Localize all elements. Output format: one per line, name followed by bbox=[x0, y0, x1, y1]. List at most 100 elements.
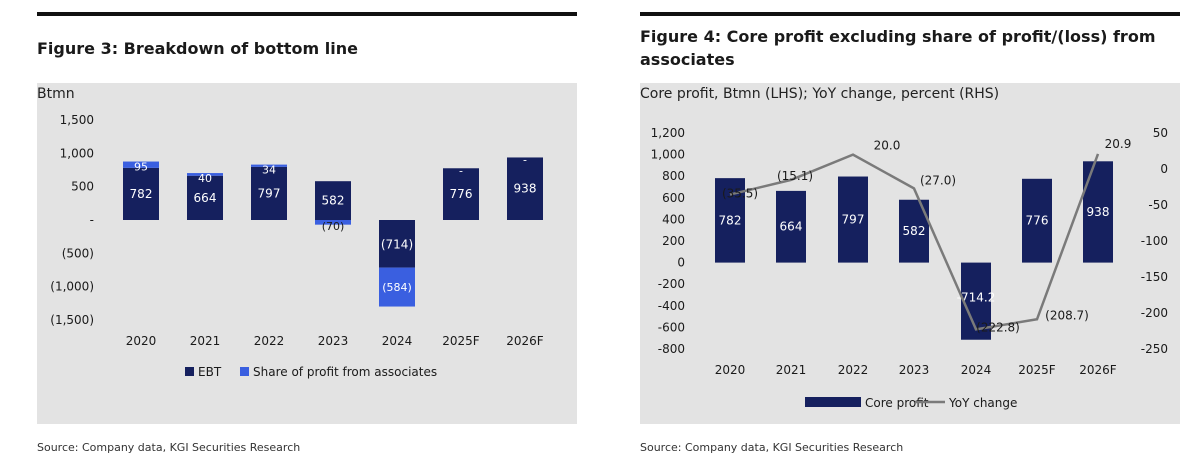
figure-3-assoc-label-2023: (70) bbox=[322, 220, 345, 233]
figure-4-subtitle: Core profit, Btmn (LHS); YoY change, per… bbox=[640, 86, 1000, 102]
figure-4-left-y-tick-label: 1,000 bbox=[651, 148, 685, 162]
figure-4-bar-label-2026f: 938 bbox=[1087, 205, 1110, 219]
figure-4-left-y-tick-label: 600 bbox=[662, 191, 685, 205]
figure-3-bar-ebt-2024 bbox=[379, 220, 415, 268]
figure-4-right-y-tick-label: -250 bbox=[1141, 342, 1168, 356]
figure-4-left-y-tick-label: -800 bbox=[658, 342, 685, 356]
figure-3-bar-assoc-2021 bbox=[187, 173, 223, 176]
figure-4-right-y-tick-label: -100 bbox=[1141, 234, 1168, 248]
figure-4-bar-label-2022: 797 bbox=[842, 213, 865, 227]
figure-4-right-y-tick-label: -200 bbox=[1141, 306, 1168, 320]
figure-4-right-y-tick-label: -150 bbox=[1141, 270, 1168, 284]
figure-4-source: Source: Company data, KGI Securities Res… bbox=[640, 441, 904, 454]
figure-3-ebt-label-2020: 782 bbox=[130, 187, 153, 201]
figure-4-left-y-tick-label: 400 bbox=[662, 212, 685, 226]
figure-4-x-tick-label: 2025F bbox=[1018, 363, 1056, 377]
figure-3-panel: Figure 3: Breakdown of bottom line Btmn … bbox=[37, 12, 577, 454]
figure-3-x-tick-label: 2020 bbox=[126, 334, 157, 348]
figure-4-x-tick-label: 2022 bbox=[838, 363, 869, 377]
figure-4-top-rule bbox=[640, 12, 1180, 16]
figure-3-x-tick-label: 2025F bbox=[442, 334, 480, 348]
figure-3-bar-ebt-2022 bbox=[251, 166, 287, 220]
figure-3-x-tick-label: 2026F bbox=[506, 334, 544, 348]
figure-4-yoy-label: (208.7) bbox=[1045, 308, 1089, 322]
figure-4-yoy-label: 20.9 bbox=[1105, 137, 1132, 151]
figure-3-x-tick-label: 2021 bbox=[190, 334, 221, 348]
figure-4-yoy-label: 20.0 bbox=[874, 139, 901, 153]
figure-4-bar-label-2024: -714.2 bbox=[957, 290, 996, 304]
figure-3-bar-assoc-2022 bbox=[251, 164, 287, 167]
figure-3-title: Figure 3: Breakdown of bottom line bbox=[37, 39, 358, 58]
figure-3-ebt-label-2024: (714) bbox=[381, 237, 413, 251]
figure-4-yoy-label: (35.5) bbox=[722, 187, 758, 201]
figure-3-chart: 1,500 1,000 500 - (500) (1,000) (1,500) 782 95 20… bbox=[50, 113, 544, 379]
figure-4-right-y-tick-label: 50 bbox=[1153, 126, 1168, 140]
figure-4-left-y-tick-label: 800 bbox=[662, 169, 685, 183]
figure-4-left-y-tick-label: 0 bbox=[677, 256, 685, 270]
figure-4-bar-2022 bbox=[838, 176, 868, 263]
figure-3-y-tick-label: (1,500) bbox=[50, 313, 94, 327]
figure-3-legend-swatch-ebt bbox=[185, 367, 194, 376]
figure-4-bar-label-2021: 664 bbox=[780, 220, 803, 234]
figure-3-bar-ebt-2025f bbox=[443, 168, 479, 220]
figure-4-x-tick-label: 2024 bbox=[961, 363, 992, 377]
figure-3-y-tick-label: - bbox=[90, 213, 94, 227]
figure-3-bar-assoc-2023 bbox=[315, 220, 351, 225]
figure-3-ebt-label-2021: 664 bbox=[194, 191, 217, 205]
figure-4-yoy-line bbox=[729, 153, 1100, 331]
figure-3-chart-area bbox=[37, 83, 577, 424]
figure-3-y-tick-label: 1,000 bbox=[60, 146, 94, 160]
figure-3-x-tick-label: 2023 bbox=[318, 334, 349, 348]
figure-4-x-tick-label: 2021 bbox=[776, 363, 807, 377]
figure-3-legend-label-ebt: EBT bbox=[198, 365, 222, 379]
figure-3-bar-assoc-2024 bbox=[379, 267, 415, 307]
figure-4-x-tick-label: 2023 bbox=[899, 363, 930, 377]
figure-4-bar-label-2020: 782 bbox=[719, 213, 742, 227]
figure-3-bar-assoc-2020 bbox=[123, 161, 159, 168]
figure-4-legend-swatch-core-profit bbox=[805, 397, 861, 407]
figure-3-ebt-label-2023: 582 bbox=[322, 194, 345, 208]
figure-3-ebt-label-2022: 797 bbox=[258, 186, 281, 200]
figure-4-right-y-tick-label: -50 bbox=[1148, 198, 1168, 212]
figure-3-legend-swatch-assoc bbox=[240, 367, 249, 376]
figure-3-unit-label: Btmn bbox=[37, 86, 75, 102]
figure-4-left-y-tick-label: -600 bbox=[658, 320, 685, 334]
figure-4-yoy-label: (27.0) bbox=[920, 173, 956, 187]
figure-3-assoc-label-2021: 40 bbox=[198, 172, 212, 185]
figure-4-left-y-tick-label: 1,200 bbox=[651, 126, 685, 140]
figure-3-source: Source: Company data, KGI Securities Res… bbox=[37, 441, 301, 454]
figure-3-bar-ebt-2026f bbox=[507, 157, 543, 220]
figure-3-assoc-label-2022: 34 bbox=[262, 164, 276, 177]
figure-4-bar-2025f bbox=[1022, 178, 1052, 263]
figure-4-left-y-tick-label: -200 bbox=[658, 277, 685, 291]
figure-3-y-tick-label: (500) bbox=[62, 246, 94, 260]
figure-3-y-tick-label: (1,000) bbox=[50, 280, 94, 294]
figure-4-chart: 1,200 1,000 800 600 400 200 0 -200 -400 -600 -800 5… bbox=[651, 126, 1168, 410]
figure-3-y-tick-label: 1,500 bbox=[60, 113, 94, 127]
figure-3-ebt-label-2026f: 938 bbox=[514, 182, 537, 196]
figure-4-legend-label-core-profit: Core profit bbox=[865, 396, 929, 410]
figure-4-title: Figure 4: Core profit excluding share of… bbox=[640, 27, 1156, 69]
figure-4-left-y-tick-label: 200 bbox=[662, 234, 685, 248]
figure-4-x-tick-label: 2026F bbox=[1079, 363, 1117, 377]
figure-3-x-tick-label: 2022 bbox=[254, 334, 285, 348]
figure-4-panel: Figure 4: Core profit excluding share of… bbox=[600, 0, 1200, 476]
figure-4-legend-label-yoy: YoY change bbox=[948, 396, 1017, 410]
figure-3-bar-ebt-2023 bbox=[315, 181, 351, 220]
figure-3-legend-label-assoc: Share of profit from associates bbox=[253, 365, 437, 379]
figure-4-x-tick-label: 2020 bbox=[715, 363, 746, 377]
figure-3-top-rule bbox=[37, 12, 577, 16]
figure-3-assoc-label-2026f: - bbox=[523, 153, 527, 166]
figure-3-assoc-label-2024: (584) bbox=[382, 281, 412, 294]
figure-3-x-tick-label: 2024 bbox=[382, 334, 413, 348]
figure-4-yoy-label: (15.1) bbox=[777, 169, 813, 183]
figure-3-assoc-label-2025f: - bbox=[459, 164, 463, 177]
figure-4-bar-label-2025f: 776 bbox=[1026, 214, 1049, 228]
figure-3-assoc-label-2020: 95 bbox=[134, 161, 148, 174]
figure-3-bar-ebt-2020 bbox=[123, 167, 159, 220]
figure-4-bar-label-2023: 582 bbox=[903, 224, 926, 238]
figure-3-bar-ebt-2021 bbox=[187, 175, 223, 220]
figure-4-bar-2021 bbox=[776, 190, 806, 263]
figure-3-y-tick-label: 500 bbox=[71, 180, 94, 194]
figure-4-right-y-tick-label: 0 bbox=[1160, 162, 1168, 176]
